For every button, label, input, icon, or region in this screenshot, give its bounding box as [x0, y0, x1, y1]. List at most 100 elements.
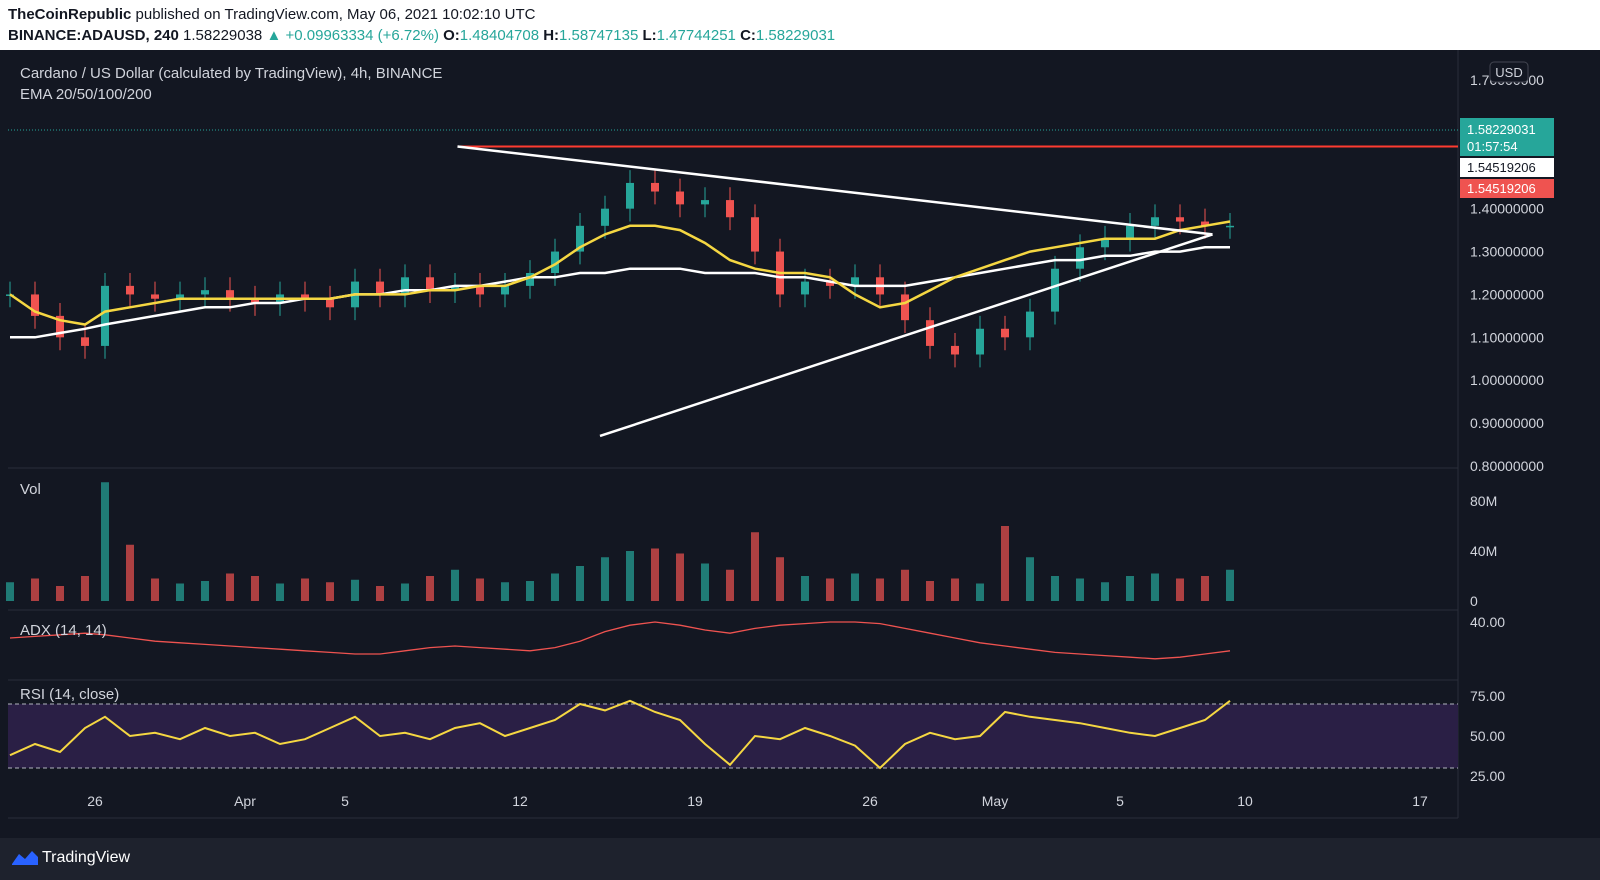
volume-tick-label: 0 [1470, 593, 1478, 609]
candle-body [676, 191, 684, 205]
time-tick-label: 17 [1412, 793, 1428, 809]
volume-bar [1026, 557, 1034, 601]
price-tick-label: 0.90000000 [1470, 415, 1544, 431]
candle-body [926, 320, 934, 346]
volume-bar [31, 578, 39, 601]
triangle-lower-trendline[interactable] [599, 233, 1213, 438]
candle-body [576, 225, 584, 252]
volume-bar [1226, 569, 1234, 601]
candle-body [1051, 268, 1059, 312]
volume-bar [626, 551, 634, 601]
tradingview-logo-icon[interactable] [10, 848, 40, 868]
up-triangle-icon: ▲ [266, 27, 282, 44]
last-price-tag [1460, 118, 1554, 156]
currency-label: USD [1495, 65, 1522, 80]
publish-line: TheCoinRepublic published on TradingView… [8, 6, 535, 23]
volume-bar [201, 581, 209, 601]
footer-bar: TradingView [0, 838, 1600, 880]
volume-bar [451, 569, 459, 601]
volume-bar [876, 578, 884, 601]
open-label: O: [443, 27, 460, 44]
ema-slow-line [10, 246, 1230, 339]
adx-legend: ADX (14, 14) [20, 622, 107, 639]
ema-legend: EMA 20/50/100/200 [20, 86, 152, 103]
volume-bar [551, 573, 559, 601]
candle-body [1226, 225, 1234, 228]
candle-body [1076, 247, 1084, 269]
volume-bar [6, 582, 14, 601]
low-value: 1.47744251 [656, 27, 736, 44]
candle-body [1001, 328, 1009, 338]
rsi-tick-label: 25.00 [1470, 768, 1505, 784]
price-tick-label: 1.20000000 [1470, 286, 1544, 302]
time-axis: 26 Apr 5 12 19 26 May 5 10 17 [87, 793, 1428, 809]
adx-line [9, 621, 1231, 660]
candle-body [951, 345, 959, 355]
candle-body [551, 251, 559, 273]
adx-tick-label: 40.00 [1470, 614, 1505, 630]
time-tick-label: 19 [687, 793, 703, 809]
chart-title: Cardano / US Dollar (calculated by Tradi… [20, 65, 442, 82]
candle-body [726, 200, 734, 218]
footer-brand[interactable]: TradingView [42, 849, 131, 866]
change-value: +0.09963334 (+6.72%) [285, 27, 439, 44]
candle-body [751, 217, 759, 252]
triangle-upper-trendline[interactable] [457, 145, 1213, 236]
currency-badge[interactable] [1489, 61, 1529, 83]
volume-bar [301, 578, 309, 601]
candle-body [1026, 311, 1034, 338]
candle-body [651, 182, 659, 192]
candle-body [1101, 238, 1109, 248]
time-tick-label: 5 [341, 793, 349, 809]
price-tick-label: 0.80000000 [1470, 458, 1544, 474]
candle-body [426, 277, 434, 291]
time-tick-label: 26 [87, 793, 103, 809]
candle-body [251, 298, 259, 304]
candle-body [101, 285, 109, 346]
candle-body [801, 281, 809, 295]
ema-fast-line [9, 220, 1231, 326]
candle-body [56, 315, 64, 338]
volume-bar [126, 544, 134, 601]
volume-bar [726, 569, 734, 601]
rsi-axis: 75.00 50.00 25.00 [1470, 688, 1505, 784]
level-tag-red-value: 1.54519206 [1467, 181, 1536, 196]
volume-bar [226, 573, 234, 601]
candle-body [501, 285, 509, 295]
volume-bar [851, 573, 859, 601]
candles [6, 170, 1234, 368]
volume-bar [326, 582, 334, 601]
volume-bar [476, 578, 484, 601]
volume-bar [56, 586, 64, 601]
rsi-legend: RSI (14, close) [20, 686, 119, 703]
rsi-tick-label: 75.00 [1470, 688, 1505, 704]
adx-axis: 40.00 [1470, 614, 1505, 630]
volume-bar [1051, 576, 1059, 601]
chart-area[interactable]: 1.500000001.400000001.300000001.20000000… [0, 50, 1600, 838]
price-axis: 1.500000001.400000001.300000001.20000000… [1470, 72, 1544, 474]
publisher-name[interactable]: TheCoinRepublic [8, 6, 132, 23]
candle-body [851, 277, 859, 286]
volume-bar [676, 553, 684, 601]
candle-body [1176, 217, 1184, 222]
rsi-band [8, 704, 1458, 768]
candle-body [81, 337, 89, 346]
volume-bar [1101, 582, 1109, 601]
countdown-value: 01:57:54 [1467, 139, 1518, 154]
volume-bar [1076, 578, 1084, 601]
candle-body [626, 182, 634, 209]
volume-bar [351, 579, 359, 601]
volume-bar [1126, 576, 1134, 601]
close-label: C: [740, 27, 756, 44]
volume-bar [1001, 526, 1009, 601]
chart-canvas[interactable]: 1.500000001.400000001.300000001.20000000… [0, 50, 1600, 838]
candle-body [401, 277, 409, 295]
candle-body [701, 200, 709, 205]
candle-body [301, 294, 309, 299]
volume-bar [426, 576, 434, 601]
volume-bar [901, 569, 909, 601]
level-tag-white-value: 1.54519206 [1467, 160, 1536, 175]
volume-bar [176, 583, 184, 601]
volume-axis: 80M 40M 0 [1470, 493, 1497, 609]
volume-bar [1176, 578, 1184, 601]
